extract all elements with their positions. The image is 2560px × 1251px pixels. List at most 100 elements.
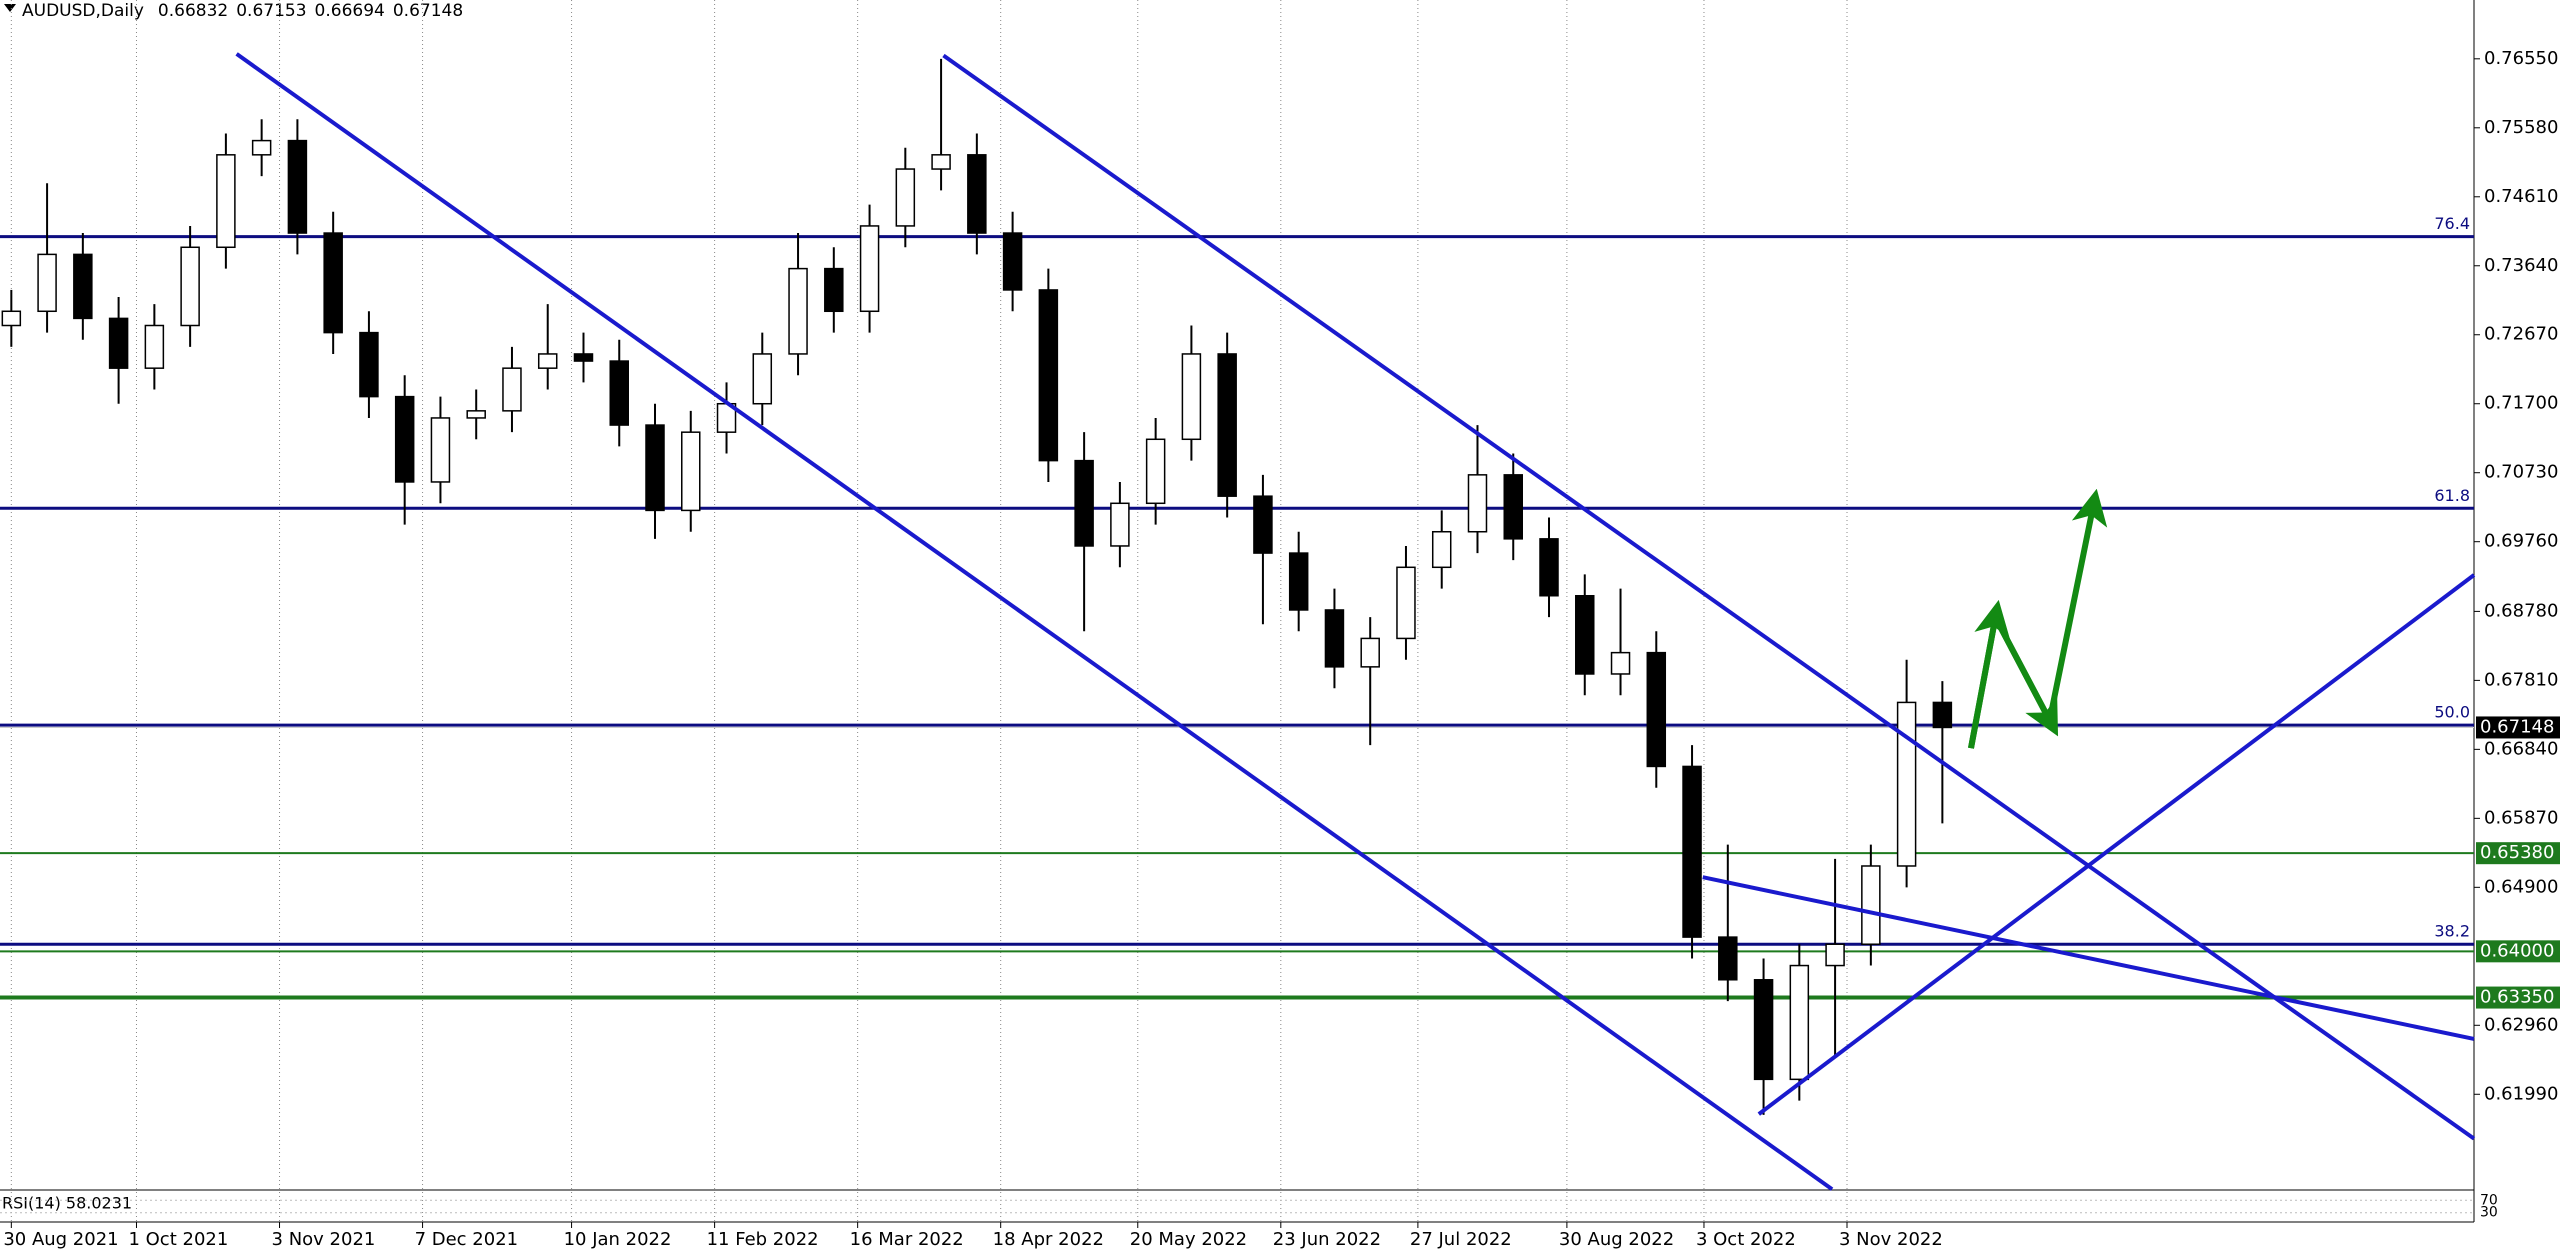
header-value: 0.67153 xyxy=(236,1,306,21)
x-tick-label: 27 Jul 2022 xyxy=(1410,1229,1512,1250)
candle-body xyxy=(681,431,701,512)
candle-body xyxy=(1360,637,1380,668)
x-tick-label: 11 Feb 2022 xyxy=(707,1229,819,1250)
y-tick-label: 0.70730 xyxy=(2484,462,2558,483)
y-tick-label: 0.69760 xyxy=(2484,531,2558,552)
y-tick-label: 0.72670 xyxy=(2484,324,2558,345)
candle-body xyxy=(1145,438,1166,505)
candle-body xyxy=(1825,943,1845,967)
candle-body xyxy=(287,139,308,234)
trend-line xyxy=(1757,573,2476,1116)
rsi-tick-label: 70 xyxy=(2480,1192,2498,1208)
candle-body xyxy=(645,424,665,512)
price-tag-label: 0.65380 xyxy=(2480,842,2554,863)
x-tick-label: 23 Jun 2022 xyxy=(1273,1229,1381,1250)
x-tick-label: 16 Mar 2022 xyxy=(850,1229,964,1250)
x-tick-label: 30 Aug 2021 xyxy=(3,1229,118,1250)
candle-body xyxy=(1288,552,1309,611)
candle-body xyxy=(1718,936,1738,981)
candle-body xyxy=(967,154,987,234)
menu-triangle xyxy=(4,4,16,12)
y-tick-label: 0.73640 xyxy=(2484,255,2558,276)
x-tick-label: 20 May 2022 xyxy=(1130,1229,1247,1250)
symbol: AUDUSD,Daily xyxy=(22,1,144,21)
candle-body xyxy=(573,353,594,362)
candle-body xyxy=(1074,459,1094,547)
candle-body xyxy=(1646,651,1667,768)
candle-body xyxy=(1467,474,1488,533)
candle-body xyxy=(1610,651,1631,675)
y-tick-label: 0.64900 xyxy=(2484,876,2558,897)
forecast-arrow-segment xyxy=(1992,616,2059,737)
header-value: 0.67148 xyxy=(393,1,463,21)
candle-body xyxy=(37,253,57,313)
y-tick-label: 0.66840 xyxy=(2484,738,2558,759)
x-tick-label: 3 Nov 2021 xyxy=(272,1229,376,1250)
x-tick-label: 10 Jan 2022 xyxy=(564,1229,672,1250)
x-tick-label: 3 Oct 2022 xyxy=(1696,1229,1796,1250)
price-tag xyxy=(2476,940,2560,963)
candle-body xyxy=(1,310,22,327)
rsi-tick-label: 30 xyxy=(2480,1205,2498,1221)
forecast-arrow xyxy=(1968,488,2108,749)
price-tag xyxy=(2476,716,2560,739)
y-tick-label: 0.67810 xyxy=(2484,669,2558,690)
candle-body xyxy=(251,139,272,156)
x-tick-label: 7 Dec 2021 xyxy=(415,1229,519,1250)
candle-body xyxy=(1181,353,1202,441)
x-tick-label: 30 Aug 2022 xyxy=(1559,1229,1674,1250)
fib-level-label: 61.8 xyxy=(2434,486,2470,505)
price-tag xyxy=(2476,986,2560,1009)
candle-body xyxy=(1324,609,1345,668)
candle-body xyxy=(430,417,451,483)
candle-body xyxy=(108,317,129,369)
price-tag-label: 0.64000 xyxy=(2480,940,2554,961)
header-value: 0.66832 xyxy=(158,1,228,21)
candle-body xyxy=(931,154,951,170)
candle-body xyxy=(144,324,165,369)
candle-body xyxy=(1861,865,1881,945)
candle-body xyxy=(1217,353,1237,497)
y-tick-label: 0.71700 xyxy=(2484,393,2558,414)
fib-level-label: 38.2 xyxy=(2434,922,2470,941)
candle-body xyxy=(1431,530,1452,569)
candle-body xyxy=(1002,232,1023,291)
y-tick-label: 0.75580 xyxy=(2484,117,2558,138)
candle-body xyxy=(1789,964,1810,1081)
forecast-arrow-segment xyxy=(1968,599,2010,749)
candle-body xyxy=(859,225,880,313)
candle-body xyxy=(609,360,629,426)
candle-body xyxy=(1682,765,1702,938)
y-tick-label: 0.62960 xyxy=(2484,1014,2558,1035)
candle-body xyxy=(537,353,558,369)
candle-body xyxy=(1503,474,1523,540)
fib-level-label: 76.4 xyxy=(2434,214,2470,233)
candle-body xyxy=(466,410,486,419)
trend-line xyxy=(235,52,1834,1191)
last-price-label: 0.67148 xyxy=(2480,716,2554,737)
candle-body xyxy=(323,232,343,334)
candle-body xyxy=(359,331,379,398)
y-tick-label: 0.65870 xyxy=(2484,807,2558,828)
x-tick-label: 3 Nov 2022 xyxy=(1839,1229,1943,1250)
candle-body xyxy=(1753,979,1774,1081)
rsi-label: RSI(14) 58.0231 xyxy=(2,1194,132,1213)
candle-body xyxy=(216,154,236,249)
candle-body xyxy=(502,367,522,412)
candle-body xyxy=(1110,502,1130,547)
candle-body xyxy=(73,253,93,320)
candle-body xyxy=(895,168,916,227)
candle-body xyxy=(752,353,773,405)
candle-body xyxy=(1253,495,1273,554)
candle-body xyxy=(1575,594,1595,675)
candle-body xyxy=(1396,566,1416,640)
y-tick-label: 0.76550 xyxy=(2484,48,2558,69)
candle-body xyxy=(180,246,200,327)
trend-line xyxy=(942,53,2476,1141)
fib-level-label: 50.0 xyxy=(2434,703,2470,722)
candle-body xyxy=(1932,701,1953,729)
y-tick-label: 0.68780 xyxy=(2484,600,2558,621)
trend-line xyxy=(1702,875,2475,1041)
